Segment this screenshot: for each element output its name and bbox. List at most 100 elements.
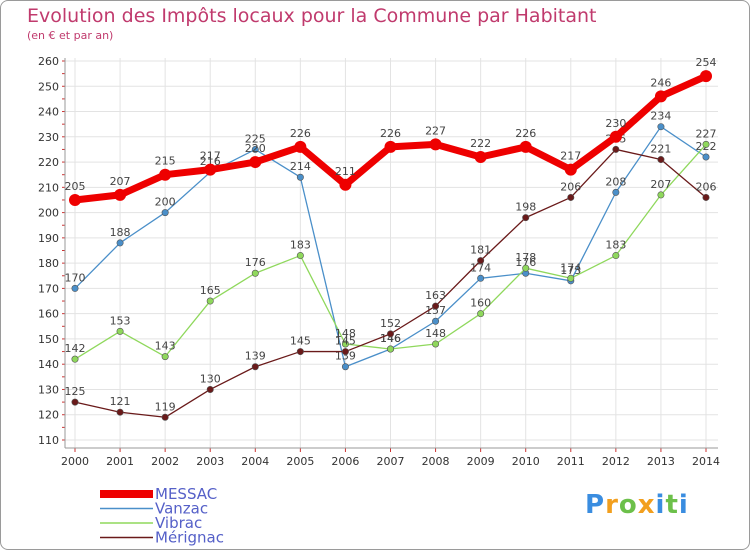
data-label-messac: 211	[335, 165, 356, 178]
data-point-messac	[159, 168, 172, 181]
data-label-vibrac: 207	[650, 178, 671, 191]
data-label-vibrac: 183	[605, 239, 626, 252]
data-point-vibrac	[657, 191, 665, 199]
data-label-vanzac: 216	[200, 155, 221, 168]
data-point-mrignac	[161, 413, 169, 421]
chart-subtitle: (en € et par an)	[27, 29, 114, 42]
y-tick-label: 210	[38, 181, 59, 194]
data-point-messac	[654, 90, 667, 103]
y-tick-label: 110	[38, 434, 59, 447]
data-point-vanzac	[161, 209, 169, 217]
data-label-messac: 230	[605, 117, 626, 130]
data-label-mrignac: 181	[470, 244, 491, 257]
x-tick-label: 2004	[241, 455, 269, 468]
logo-letter: x	[637, 490, 656, 520]
y-tick-label: 220	[38, 156, 59, 169]
legend-label-mrignac: Mérignac	[155, 529, 224, 547]
y-tick-label: 200	[38, 207, 59, 220]
data-label-mrignac: 152	[380, 317, 401, 330]
data-label-messac: 217	[200, 150, 221, 163]
logo-letter: P	[585, 490, 606, 520]
proxiti-logo: Proxiti	[585, 490, 689, 520]
data-point-mrignac	[386, 330, 394, 338]
x-tick-label: 2005	[286, 455, 314, 468]
data-point-mrignac	[432, 302, 440, 310]
data-point-vibrac	[477, 310, 485, 318]
y-tick-label: 260	[38, 55, 59, 68]
data-label-vanzac: 234	[650, 110, 671, 123]
data-point-mrignac	[477, 257, 485, 265]
data-label-vibrac: 143	[155, 340, 176, 353]
data-point-mrignac	[116, 408, 124, 416]
data-label-vibrac: 148	[335, 327, 356, 340]
legend-label-vibrac: Vibrac	[155, 514, 202, 532]
data-label-mrignac: 119	[155, 400, 176, 413]
x-tick-label: 2012	[602, 455, 630, 468]
x-tick-label: 2011	[557, 455, 585, 468]
x-tick-label: 2014	[692, 455, 720, 468]
x-tick-label: 2009	[467, 455, 495, 468]
legend-label-vanzac: Vanzac	[155, 500, 208, 518]
data-point-vanzac	[612, 188, 620, 196]
data-label-vanzac: 139	[335, 350, 356, 363]
x-tick-label: 2001	[106, 455, 134, 468]
data-point-messac	[700, 70, 712, 83]
chart-title: Evolution des Impôts locaux pour la Comm…	[27, 5, 597, 27]
data-point-vibrac	[71, 355, 79, 363]
data-point-vibrac	[612, 252, 620, 260]
data-label-vanzac: 157	[425, 304, 446, 317]
data-point-vibrac	[432, 340, 440, 348]
data-label-messac: 215	[155, 155, 176, 168]
data-point-vibrac	[296, 252, 304, 260]
data-point-vanzac	[251, 145, 259, 153]
data-point-vibrac	[161, 353, 169, 361]
data-label-vanzac: 174	[470, 261, 491, 274]
data-label-vanzac: 170	[65, 271, 86, 284]
data-label-messac: 226	[515, 127, 536, 140]
data-point-vibrac	[116, 327, 124, 335]
data-point-messac	[339, 178, 352, 191]
data-point-vanzac	[657, 123, 665, 131]
data-label-messac: 226	[290, 127, 311, 140]
logo-letter: i	[655, 490, 666, 520]
data-point-vibrac	[341, 340, 349, 348]
data-label-messac: 254	[696, 56, 717, 69]
data-point-messac	[429, 138, 442, 151]
data-label-vanzac: 214	[290, 160, 311, 173]
data-point-mrignac	[657, 156, 665, 164]
x-tick-label: 2000	[61, 455, 89, 468]
data-label-messac: 227	[425, 124, 446, 137]
data-point-vibrac	[702, 140, 710, 148]
data-label-mrignac: 221	[650, 143, 671, 156]
data-label-vibrac: 183	[290, 239, 311, 252]
data-point-messac	[249, 156, 262, 169]
x-tick-label: 2006	[331, 455, 359, 468]
data-point-vibrac	[567, 274, 575, 282]
data-label-vanzac: 208	[605, 175, 626, 188]
y-tick-label: 130	[38, 383, 59, 396]
y-tick-label: 140	[38, 358, 59, 371]
x-tick-label: 2007	[377, 455, 405, 468]
data-point-mrignac	[296, 348, 304, 356]
data-label-vibrac: 142	[65, 342, 86, 355]
data-label-mrignac: 206	[560, 180, 581, 193]
data-label-messac: 220	[245, 142, 266, 155]
y-tick-label: 160	[38, 308, 59, 321]
data-label-mrignac: 130	[200, 372, 221, 385]
data-point-mrignac	[567, 193, 575, 201]
data-point-vanzac	[116, 239, 124, 247]
legend-label-messac: MESSAC	[155, 485, 217, 503]
data-label-vibrac: 227	[696, 127, 717, 140]
data-label-vibrac: 178	[515, 251, 536, 264]
data-point-mrignac	[341, 348, 349, 356]
data-label-vanzac: 200	[155, 196, 176, 209]
data-label-messac: 205	[65, 180, 86, 193]
data-point-vanzac	[432, 317, 440, 325]
data-label-vibrac: 176	[245, 256, 266, 269]
data-point-vanzac	[341, 363, 349, 371]
data-label-vibrac: 174	[560, 261, 581, 274]
data-point-vibrac	[251, 269, 259, 277]
data-label-mrignac: 125	[65, 385, 86, 398]
data-point-vibrac	[386, 345, 394, 353]
